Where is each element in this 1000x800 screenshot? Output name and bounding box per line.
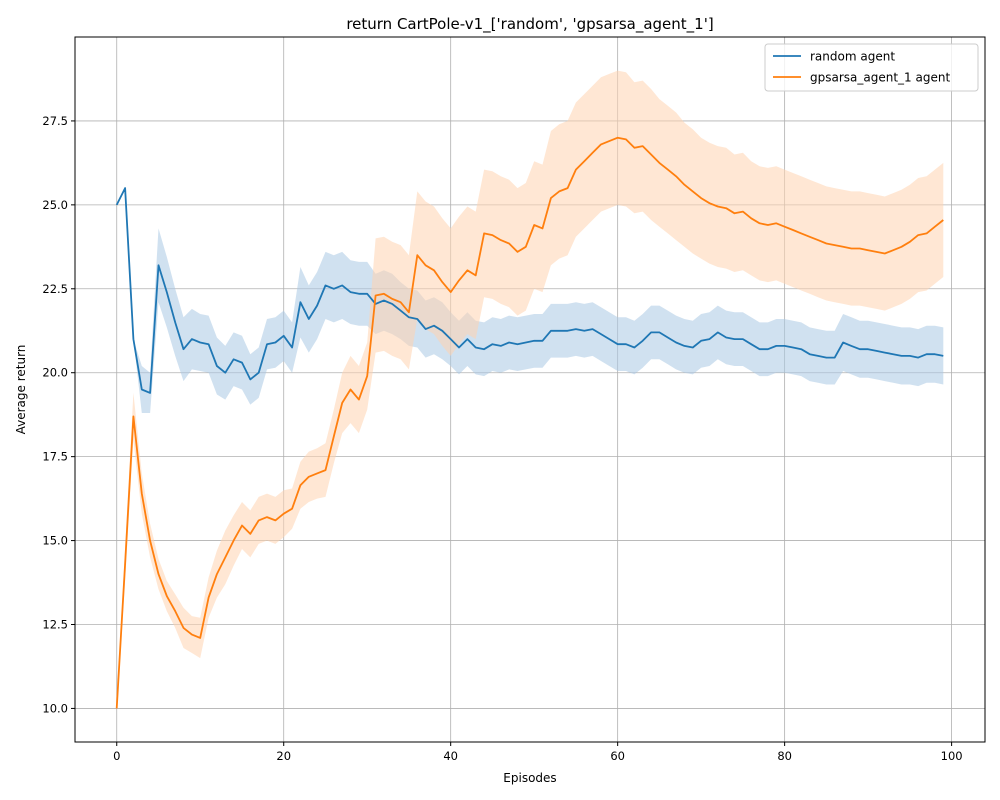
x-tick-label: 40 xyxy=(443,749,458,763)
legend: random agent gpsarsa_agent_1 agent xyxy=(764,43,979,92)
series-lines xyxy=(115,136,944,709)
y-tick-label: 27.5 xyxy=(42,114,68,128)
band-series-1 xyxy=(116,70,944,709)
band-series-0 xyxy=(116,188,944,413)
grid-lines xyxy=(75,37,985,742)
legend-label-gpsarsa: gpsarsa_agent_1 agent xyxy=(810,71,950,85)
y-axis-label: Average return xyxy=(14,345,28,435)
y-tick-label: 15.0 xyxy=(42,534,68,548)
line-series-0 xyxy=(115,187,944,394)
x-tick-label: 20 xyxy=(276,749,291,763)
y-tick-label: 10.0 xyxy=(42,701,68,715)
line-series-1 xyxy=(115,136,944,709)
y-tick-label: 17.5 xyxy=(42,450,68,464)
x-tick-label: 80 xyxy=(777,749,792,763)
y-tick-label: 12.5 xyxy=(42,618,68,632)
x-axis-label: Episodes xyxy=(503,771,556,785)
x-tick-label: 60 xyxy=(610,749,625,763)
y-tick-label: 20.0 xyxy=(42,366,68,380)
x-tick-label: 100 xyxy=(941,749,963,763)
y-tick-label: 25.0 xyxy=(42,198,68,212)
legend-label-random: random agent xyxy=(810,50,895,64)
axis-ticks: 0 20 40 60 80 100 10.0 12.5 15.0 17.5 20.0 22.5 25.0… xyxy=(42,114,962,763)
x-tick-label: 0 xyxy=(113,749,120,763)
legend-box xyxy=(764,43,979,92)
confidence-bands xyxy=(116,70,944,709)
y-tick-label: 22.5 xyxy=(42,282,68,296)
plot-frame xyxy=(74,36,986,743)
chart-title: return CartPole-v1_['random', 'gpsarsa_a… xyxy=(346,15,713,34)
